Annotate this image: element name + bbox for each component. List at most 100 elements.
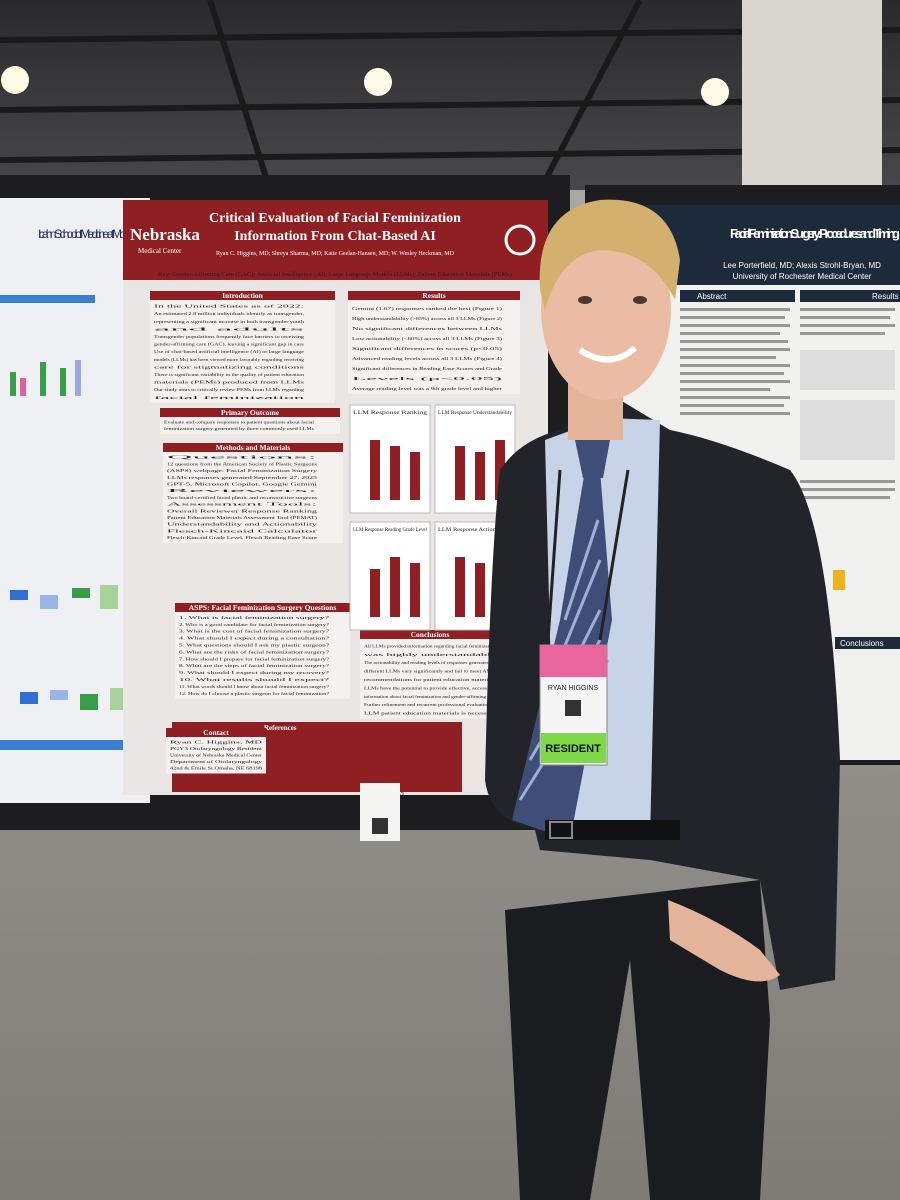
body-text: The actionability and reading levels of …	[364, 660, 497, 665]
section-heading: Conclusions	[840, 639, 884, 648]
chart-bar	[370, 569, 380, 617]
body-text: 4. What should I expect during a consult…	[179, 636, 329, 641]
body-text: 12 questions from the American Society o…	[167, 461, 317, 466]
poster-title: Information From Chat-Based AI	[234, 229, 436, 244]
body-text: Transgender populations frequently face …	[154, 334, 305, 339]
body-text: LLMs have the potential to provide effec…	[364, 685, 496, 691]
section-bar	[360, 630, 500, 639]
body-text: care for stigmatizing conditions	[154, 364, 305, 369]
pillar	[742, 0, 882, 190]
person: RYAN HIGGINS RESIDENT	[485, 199, 840, 1200]
body-text: Low actionability (<60%) across all 3 LL…	[352, 336, 503, 341]
section-body	[175, 612, 350, 699]
section-heading: Methods and Materials	[216, 443, 291, 452]
section-bar	[835, 637, 900, 649]
body-text: representing a significant increase in b…	[154, 319, 305, 324]
body-text: An estimated 2.8 million individuals ide…	[154, 311, 304, 317]
right-bar	[833, 570, 845, 590]
section-bar	[680, 290, 795, 302]
body-text: In the United States as of 2022:	[154, 304, 304, 309]
body-text: GPT-5, Microsoft Copilot, Google Gemini	[167, 482, 318, 488]
section-heading: Primary Outcome	[221, 408, 280, 417]
section-heading: Results	[422, 291, 445, 300]
chart-bar	[455, 446, 465, 500]
body-text: Use of chat-based artificial intelligenc…	[154, 349, 304, 354]
body-text: All LLMs provided information regarding …	[364, 643, 497, 648]
body-text: LLMs responses generated September 27, 2…	[167, 475, 318, 481]
body-text: 3. What is the cost of facial feminizati…	[179, 629, 329, 634]
body-text: models (LLMs) has been viewed more favor…	[154, 357, 305, 362]
section-bar	[163, 443, 343, 452]
authors: Ryan C. Higgins, MD; Shreya Sharma, MD; …	[216, 251, 455, 257]
body-text: 10. What results should I expect?	[179, 677, 329, 682]
section-bar	[150, 291, 335, 300]
body-text: Advanced reading levels across all 3 LLM…	[352, 356, 503, 361]
body-text: Average reading level was a 9th grade le…	[352, 386, 503, 391]
body-text: and adults	[154, 326, 306, 331]
light	[364, 68, 392, 96]
section-heading: ASPS: Facial Feminization Surgery Questi…	[189, 603, 337, 612]
poster-header	[123, 200, 548, 280]
logo	[504, 224, 536, 256]
body-text: 12. How do I choose a plastic surgeon fo…	[179, 691, 329, 696]
body-text: 7. How should I prepare for facial femin…	[179, 656, 329, 661]
chart-bar	[475, 452, 485, 500]
section-bar	[348, 291, 520, 300]
body-text: recommendations for patient education ma…	[364, 677, 496, 682]
body-text: Significant differences in Reading Ease …	[352, 366, 502, 371]
section-body	[150, 300, 335, 403]
body-text: 9. What should I expect during my recove…	[179, 670, 329, 675]
left-bars	[10, 360, 128, 710]
institution-sub: Medical Center	[138, 247, 182, 255]
section-heading: Contact	[203, 728, 229, 737]
institution: Icahn School of Medicine at Mount Sinai	[38, 227, 148, 241]
body-text: Further refinement and recurrent profess…	[364, 702, 497, 707]
chart-bar	[370, 440, 380, 500]
body-text: Significant differences in scores (p<0.0…	[352, 346, 503, 351]
section-heading: Introduction	[222, 291, 264, 300]
body-text: (ASPS) webpage: Facial Feminization Surg…	[167, 468, 318, 473]
body-text: materials (PEMs) produced from LLMs	[154, 380, 304, 385]
body-text: facial feminization	[154, 395, 307, 400]
body-text: was highly understandable	[364, 652, 496, 657]
chart-title: LLM Response Ranking	[353, 411, 428, 416]
body-text: Reviewers:	[167, 488, 317, 493]
body-text: Patient Education Materials Assessment T…	[167, 515, 318, 520]
body-text: There is significant variability in the …	[154, 372, 305, 377]
body-text: 6. What are the risks of facial feminiza…	[179, 649, 329, 654]
body-text: 5. What questions should I ask my plasti…	[179, 643, 329, 648]
right-authors: Lee Porterfield, MD; Alexis Strohl-Bryan…	[723, 261, 881, 270]
section-body	[160, 417, 340, 434]
section-bar	[160, 408, 340, 417]
body-text: Two board-certified facial plastic and r…	[167, 495, 317, 500]
section-body	[348, 300, 520, 394]
body-text: University of Nebraska Medical Center	[170, 753, 263, 758]
body-text: Questions:	[167, 455, 317, 460]
section-heading: Conclusions	[411, 630, 450, 639]
badge-role: RESIDENT	[545, 743, 601, 755]
chart-bar	[410, 452, 420, 500]
body-text: Levels (p<0.05)	[352, 376, 504, 381]
qr-code	[372, 818, 388, 834]
body-text: different LLMs vary significantly and fa…	[364, 669, 497, 674]
institution: Nebraska	[130, 225, 200, 244]
body-text: Gemini (1.67) responses ranked the best …	[352, 306, 503, 311]
chart-title: LLM Response Reading Grade Level	[353, 528, 428, 533]
body-text: 11. What words should I know about facia…	[179, 684, 329, 689]
band	[0, 740, 150, 750]
section-body	[163, 452, 343, 544]
section-bar	[175, 603, 350, 612]
band	[0, 295, 95, 303]
body-text: PGY3 Otolaryngology Resident	[170, 746, 263, 751]
right-title: Facial Feminization Surgery: Procedures …	[730, 226, 900, 241]
chart-title: LLM Response Understandability	[438, 411, 513, 416]
right-text	[680, 308, 895, 499]
body-text: Ryan C. Higgins, MD	[170, 740, 264, 746]
section-body	[166, 737, 266, 774]
chart-bar	[410, 563, 420, 617]
light	[701, 78, 729, 106]
chart-bar	[390, 557, 400, 617]
chart-bar	[390, 446, 400, 500]
body-text: Understandability and Actionability	[167, 522, 319, 527]
